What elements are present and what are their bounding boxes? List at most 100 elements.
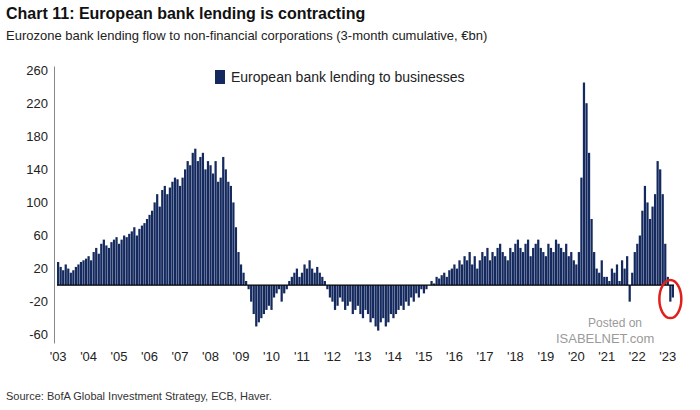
bar bbox=[131, 231, 133, 285]
bar bbox=[664, 244, 666, 285]
y-tick-label: 100 bbox=[26, 195, 48, 210]
bar bbox=[494, 256, 496, 285]
bar bbox=[357, 285, 359, 306]
bar bbox=[118, 244, 120, 285]
bar bbox=[560, 248, 562, 285]
y-tick: 140 bbox=[26, 162, 54, 177]
bar bbox=[390, 285, 392, 314]
bar bbox=[298, 277, 300, 285]
bar bbox=[169, 188, 171, 286]
bar bbox=[181, 178, 183, 285]
bar bbox=[583, 83, 585, 286]
bar bbox=[392, 285, 394, 318]
bar bbox=[502, 252, 504, 285]
bar bbox=[215, 161, 217, 285]
bar bbox=[286, 285, 288, 289]
x-tick-label: '20 bbox=[568, 349, 585, 364]
bar bbox=[237, 252, 239, 285]
bar bbox=[166, 194, 168, 285]
y-tick: 180 bbox=[26, 129, 54, 144]
bar bbox=[385, 285, 387, 326]
bar bbox=[255, 285, 257, 326]
bar bbox=[519, 248, 521, 285]
y-tick-label: 60 bbox=[34, 228, 48, 243]
bar bbox=[339, 285, 341, 297]
bar bbox=[194, 149, 196, 285]
bar bbox=[446, 277, 448, 285]
bar bbox=[469, 252, 471, 285]
y-tick-label: -20 bbox=[29, 294, 48, 309]
zero-line bbox=[57, 285, 674, 286]
bar bbox=[568, 256, 570, 285]
bar bbox=[415, 285, 417, 293]
title: Chart 11: European bank lending is contr… bbox=[6, 5, 365, 22]
bar bbox=[486, 248, 488, 285]
bar bbox=[344, 285, 346, 310]
x-tick: '10 bbox=[263, 343, 280, 364]
bar bbox=[659, 169, 661, 285]
bar bbox=[443, 273, 445, 285]
bar bbox=[171, 182, 173, 285]
bar bbox=[458, 260, 460, 285]
bar bbox=[474, 256, 476, 285]
x-tick-label: '03 bbox=[50, 349, 67, 364]
legend-swatch bbox=[215, 70, 225, 84]
x-tick: '19 bbox=[537, 343, 554, 364]
bar bbox=[512, 252, 514, 285]
bar bbox=[154, 202, 156, 285]
bar bbox=[75, 267, 77, 285]
bar bbox=[507, 260, 509, 285]
bar bbox=[352, 285, 354, 314]
bar bbox=[425, 285, 427, 289]
bar bbox=[126, 237, 128, 285]
bar bbox=[260, 285, 262, 318]
bar bbox=[159, 207, 161, 286]
bar bbox=[176, 179, 178, 285]
bar bbox=[301, 273, 303, 285]
bar bbox=[555, 240, 557, 285]
bar bbox=[537, 240, 539, 285]
bar bbox=[189, 165, 191, 285]
bar bbox=[603, 277, 605, 285]
y-tick: 60 bbox=[34, 228, 54, 243]
bar bbox=[60, 267, 62, 285]
bar bbox=[672, 285, 674, 297]
bar bbox=[209, 165, 211, 285]
x-tick: '04 bbox=[80, 343, 97, 364]
x-tick: '15 bbox=[415, 343, 432, 364]
bar bbox=[466, 260, 468, 285]
bar bbox=[565, 244, 567, 285]
bar bbox=[504, 256, 506, 285]
bar bbox=[448, 270, 450, 285]
bar bbox=[151, 211, 153, 285]
bar bbox=[240, 264, 242, 285]
bar bbox=[623, 269, 625, 286]
bar bbox=[644, 186, 646, 285]
bar bbox=[275, 285, 277, 293]
bar bbox=[547, 244, 549, 285]
bar bbox=[372, 285, 374, 318]
bar bbox=[463, 256, 465, 285]
bar bbox=[80, 262, 82, 285]
bar bbox=[430, 281, 432, 285]
bar bbox=[253, 285, 255, 314]
x-tick-label: '11 bbox=[294, 349, 310, 364]
bar bbox=[636, 244, 638, 285]
bar bbox=[115, 237, 117, 285]
bar bbox=[522, 252, 524, 285]
x-tick-label: '14 bbox=[385, 349, 402, 364]
bar bbox=[227, 182, 229, 285]
bar bbox=[98, 254, 100, 285]
y-tick-label: 20 bbox=[34, 261, 48, 276]
bar bbox=[626, 256, 628, 285]
bar bbox=[93, 252, 95, 285]
x-tick-label: '06 bbox=[141, 349, 158, 364]
bar bbox=[161, 190, 163, 285]
bar bbox=[72, 270, 74, 285]
bar bbox=[479, 260, 481, 285]
bar bbox=[545, 256, 547, 285]
bar bbox=[187, 161, 189, 285]
bar bbox=[354, 285, 356, 310]
bar bbox=[245, 281, 247, 285]
bar bbox=[631, 273, 633, 285]
